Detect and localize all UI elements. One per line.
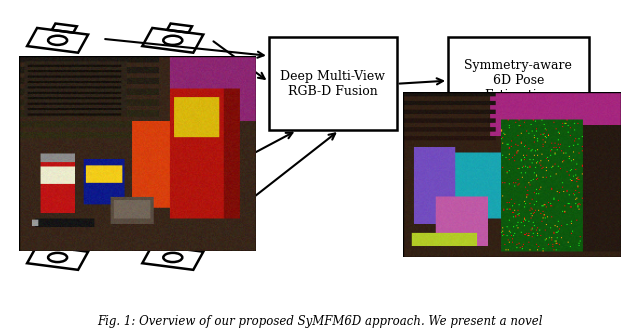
Text: Deep Multi-View
RGB-D Fusion: Deep Multi-View RGB-D Fusion bbox=[280, 70, 385, 98]
Text: Symmetry-aware
6D Pose
Estimation: Symmetry-aware 6D Pose Estimation bbox=[465, 59, 572, 102]
Text: Fig. 1: Overview of our proposed SyMFM6D approach. We present a novel: Fig. 1: Overview of our proposed SyMFM6D… bbox=[97, 315, 543, 328]
Bar bbox=[448, 37, 589, 124]
Bar bbox=[269, 37, 397, 130]
